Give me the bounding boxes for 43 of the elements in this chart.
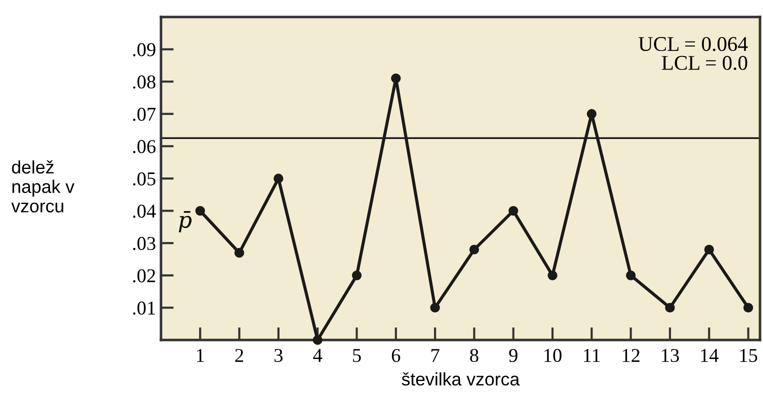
x-tick-label: 3 xyxy=(274,348,283,362)
point xyxy=(743,302,754,313)
x-tick-label: 8 xyxy=(470,348,478,362)
point xyxy=(234,248,244,258)
point xyxy=(626,270,636,280)
x-tick-label: 6 xyxy=(392,348,400,362)
point xyxy=(274,174,284,184)
x-tick-label: 4 xyxy=(313,349,322,362)
y-tick-label: .07 xyxy=(133,108,156,121)
y-tick-label: .09 xyxy=(133,43,156,56)
y-tick-label: .04 xyxy=(133,204,156,218)
point xyxy=(665,302,675,313)
point xyxy=(548,270,558,280)
annotation: p̄ xyxy=(178,211,192,232)
point xyxy=(469,244,480,254)
x-tick-label: 13 xyxy=(662,348,679,362)
annotation: UCL = 0.064 LCL = 0.0 xyxy=(638,36,748,70)
x-tick-label: 15 xyxy=(740,348,758,362)
point xyxy=(312,335,322,345)
y-tick-label: .02 xyxy=(133,269,156,282)
x-tick-label: 1 xyxy=(197,348,204,362)
point xyxy=(508,206,518,216)
x-tick-label: 11 xyxy=(584,348,600,362)
y-tick-label: .06 xyxy=(133,140,156,154)
x-tick-label: 12 xyxy=(622,348,640,362)
point xyxy=(195,206,206,216)
y-tick-label: .08 xyxy=(133,75,156,89)
y-tick-label: .03 xyxy=(133,236,156,250)
x-tick-label: 5 xyxy=(353,349,361,362)
point xyxy=(352,270,362,280)
x-tick-label: 14 xyxy=(701,348,719,362)
point xyxy=(704,244,714,254)
x-tick-label: 10 xyxy=(544,348,562,362)
x-tick-label: 2 xyxy=(235,348,244,362)
x-tick-label: 9 xyxy=(509,348,518,362)
point xyxy=(586,109,597,119)
y-tick-label: .05 xyxy=(133,172,156,186)
point xyxy=(430,302,440,313)
point xyxy=(391,74,401,84)
y-tick-label: .01 xyxy=(133,302,155,315)
x-axis-title: številka vzorca xyxy=(402,372,520,386)
x-tick-label: 7 xyxy=(431,349,440,362)
y-axis-title: delež napak v vzorcu xyxy=(11,160,74,212)
